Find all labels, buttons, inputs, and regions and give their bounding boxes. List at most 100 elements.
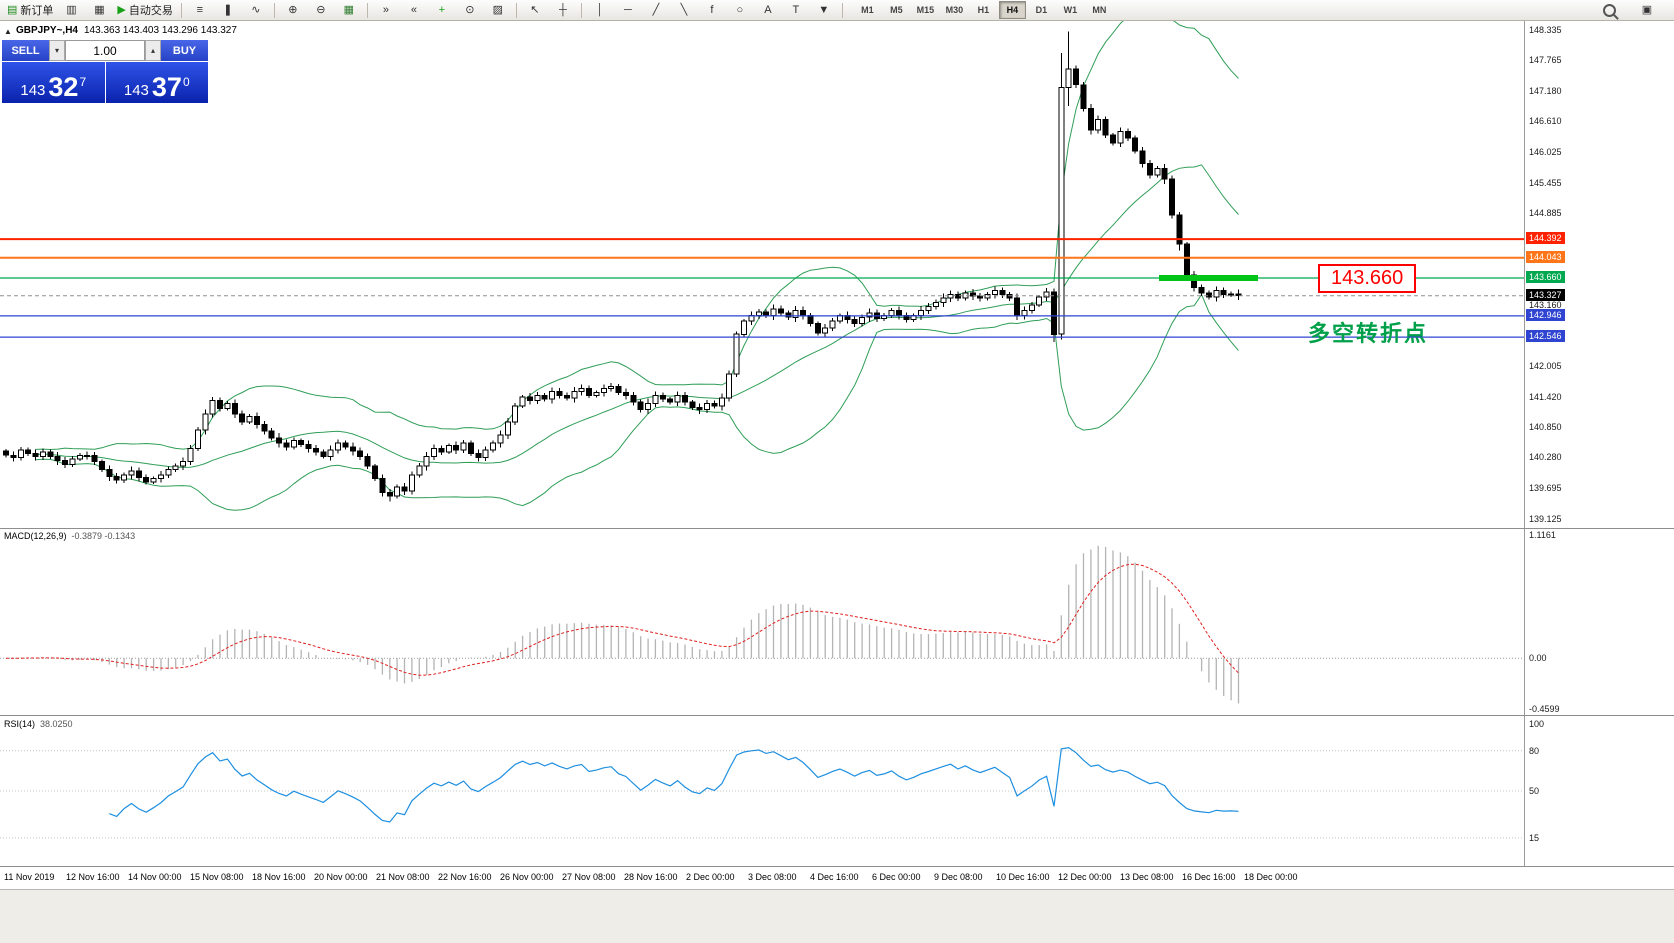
time-label: 21 Nov 08:00: [376, 872, 430, 882]
volume-increase-button[interactable]: ▴: [145, 40, 161, 61]
timeframe-h4-button[interactable]: H4: [998, 1, 1026, 19]
templates-icon: ▨: [492, 3, 504, 16]
arrows-button[interactable]: ▼: [811, 0, 837, 20]
timeframe-m30-button[interactable]: M30: [945, 5, 964, 15]
axis-label: 148.335: [1529, 24, 1562, 35]
workspace-background: [0, 889, 1674, 943]
buy-button[interactable]: BUY: [161, 40, 208, 61]
channel-button[interactable]: ╲: [671, 0, 697, 20]
text-label-icon: T: [792, 3, 800, 16]
axis-label: 50: [1529, 786, 1540, 796]
crosshair-button[interactable]: ┼: [550, 0, 576, 20]
zoom-out-button[interactable]: ⊖: [308, 0, 334, 20]
profiles-button[interactable]: ▦: [86, 0, 112, 20]
charts-button[interactable]: ▥: [58, 0, 84, 20]
new-order-icon: ▤: [7, 3, 18, 16]
rsi-panel[interactable]: [0, 716, 1524, 866]
templates-button[interactable]: ▨: [485, 0, 511, 20]
line-chart-icon: ∿: [251, 3, 261, 16]
panel-separator[interactable]: [0, 715, 1674, 716]
search-button[interactable]: [1596, 0, 1622, 20]
toolbar-separator: [841, 2, 843, 18]
cursor-button[interactable]: ↖: [522, 0, 548, 20]
timeframe-m15-button[interactable]: M15: [916, 5, 935, 15]
bar-chart-icon: ≡: [196, 3, 204, 16]
time-axis[interactable]: 11 Nov 2019 12 Nov 16:00 14 Nov 00:00 15 No…: [0, 867, 1674, 889]
time-label: 27 Nov 08:00: [562, 872, 616, 882]
macd-values: -0.3879 -0.1343: [71, 531, 136, 541]
bar-chart-button[interactable]: ≡: [187, 0, 213, 20]
arrows-icon: ▼: [818, 3, 830, 16]
time-label: 14 Nov 00:00: [128, 872, 182, 882]
vertical-line-icon: │: [596, 3, 604, 16]
bollinger-bands: [35, 20, 1239, 511]
sell-price-sup: 7: [79, 75, 87, 89]
time-label: 2 Dec 00:00: [686, 872, 735, 882]
volume-input[interactable]: [65, 40, 145, 61]
fibonacci-button[interactable]: f: [699, 0, 725, 20]
channel-icon: ╲: [680, 3, 688, 16]
time-label: 12 Dec 00:00: [1058, 872, 1112, 882]
timeframe-m1-button[interactable]: M1: [861, 5, 874, 15]
tile-windows-button[interactable]: ▦: [336, 0, 362, 20]
support-highlight-segment[interactable]: [1159, 275, 1258, 281]
toolbar-buttons: ▤ 新订单 ▥ ▦ ▶ 自动交易 ≡ ❚ ∿ ⊕ ⊖ ▦ » « + ⊙ ▨ ↖ ┼ │ ─ ╱ ╲ f ○ A T ▼: [3, 0, 847, 20]
price-axis[interactable]: 148.335 147.765 147.180 146.610 146.025 145.4…: [1525, 20, 1674, 889]
time-label: 18 Dec 00:00: [1244, 872, 1298, 882]
toolbar-separator: [180, 2, 182, 18]
sell-button[interactable]: SELL: [2, 40, 49, 61]
axis-label: 139.125: [1529, 513, 1562, 524]
axis-label: 100: [1529, 719, 1545, 729]
shapes-button[interactable]: ○: [727, 0, 753, 20]
indicators-button[interactable]: +: [429, 0, 455, 20]
turning-point-label[interactable]: 多空转折点: [1308, 321, 1429, 346]
axis-label: 140.850: [1529, 422, 1562, 433]
axis-label: 1.1161: [1529, 530, 1556, 540]
buy-price-sup: 0: [182, 75, 190, 89]
chart-shift-button[interactable]: «: [401, 0, 427, 20]
collapse-arrow-icon[interactable]: ▲: [4, 27, 12, 36]
horizontal-line-button[interactable]: ─: [615, 0, 641, 20]
sell-price-button[interactable]: 143 32 7: [2, 62, 105, 103]
periods-button[interactable]: ⊙: [457, 0, 483, 20]
price-annotation-box[interactable]: 143.660: [1318, 264, 1417, 293]
autotrading-button[interactable]: ▶ 自动交易: [114, 0, 175, 20]
axis-label: 144.885: [1529, 207, 1562, 218]
macd-panel[interactable]: [0, 529, 1524, 715]
macd-signal-line: [5, 563, 1239, 676]
buy-price-button[interactable]: 143 37 0: [105, 62, 208, 103]
text-button[interactable]: A: [755, 0, 781, 20]
timeframe-h1-button[interactable]: H1: [977, 5, 990, 15]
timeframe-mn-button[interactable]: MN: [1092, 5, 1107, 15]
rsi-line: [109, 746, 1239, 823]
sell-price-prefix: 143: [20, 82, 46, 99]
candlestick-chart[interactable]: [0, 20, 1524, 528]
candlestick-chart-button[interactable]: ❚: [215, 0, 241, 20]
sell-price-big: 32: [48, 72, 79, 102]
volume-decrease-button[interactable]: ▾: [49, 40, 65, 61]
timeframe-m5-button[interactable]: M5: [890, 5, 903, 15]
panel-separator[interactable]: [0, 528, 1674, 529]
text-label-button[interactable]: T: [783, 0, 809, 20]
auto-scroll-button[interactable]: »: [373, 0, 399, 20]
line-chart-button[interactable]: ∿: [243, 0, 269, 20]
crosshair-icon: ┼: [558, 3, 567, 16]
toolbar-separator: [366, 2, 368, 18]
axis-label: 147.765: [1529, 55, 1562, 66]
axis-label: 145.455: [1529, 177, 1562, 188]
timeframe-d1-button[interactable]: D1: [1035, 5, 1048, 15]
timeframe-w1-button[interactable]: W1: [1063, 5, 1078, 15]
trendline-button[interactable]: ╱: [643, 0, 669, 20]
candlestick-chart-icon: ❚: [223, 3, 233, 16]
vertical-line-button[interactable]: │: [587, 0, 613, 20]
macd-label: MACD(12,26,9): [4, 531, 67, 541]
panel-button[interactable]: ▣: [1634, 0, 1660, 20]
zoom-in-button[interactable]: ⊕: [280, 0, 306, 20]
axis-label: 142.946: [1526, 308, 1565, 321]
axis-label: 15: [1529, 832, 1540, 843]
axis-label: 0.00: [1529, 653, 1547, 664]
indicators-icon: +: [438, 3, 446, 16]
new-order-button[interactable]: ▤ 新订单: [4, 0, 56, 20]
